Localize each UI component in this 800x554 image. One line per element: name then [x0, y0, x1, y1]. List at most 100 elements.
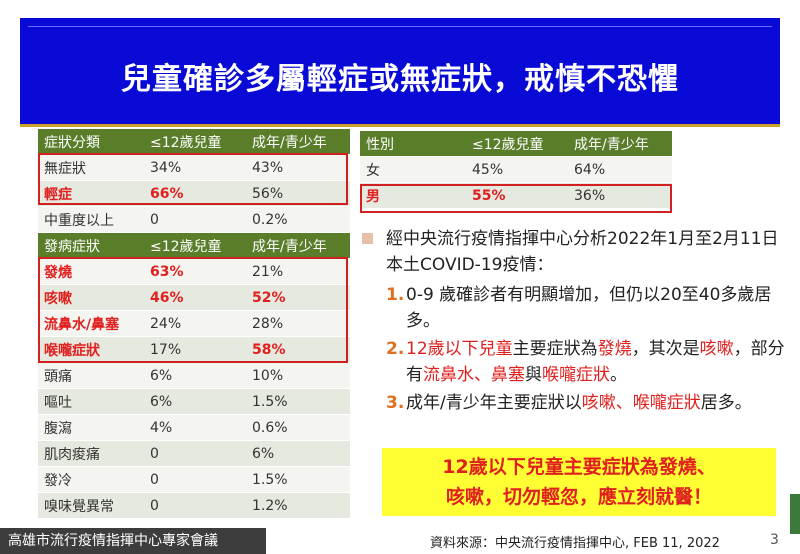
- table-cell: 0: [144, 466, 246, 493]
- table-row: 頭痛 6% 10%: [38, 362, 350, 389]
- text-run: 與: [525, 365, 542, 385]
- text-highlight: 流鼻水、鼻塞: [423, 365, 525, 385]
- table-cell: 無症狀: [38, 154, 144, 181]
- table-cell: 24%: [144, 310, 246, 337]
- title-divider: [20, 124, 780, 127]
- table-cell: 發冷: [38, 466, 144, 493]
- table-cell: 58%: [246, 336, 350, 363]
- table-row: 腹瀉 4% 0.6%: [38, 414, 350, 441]
- footer-org: 高雄市流行疫情指揮中心專家會議: [0, 528, 266, 554]
- table-row: 中重度以上 0 0.2%: [38, 206, 350, 233]
- table-row: 發冷 0 1.5%: [38, 466, 350, 493]
- text-highlight: 咳嗽: [699, 339, 734, 359]
- header-cell: ≤12歲兒童: [144, 232, 246, 259]
- table-row: 咳嗽 46% 52%: [38, 284, 350, 311]
- header-cell: 成年/青少年: [568, 131, 672, 157]
- header-cell: ≤12歲兒童: [144, 129, 246, 155]
- table-row: 嘔吐 6% 1.5%: [38, 388, 350, 415]
- callout-line: 12歲以下兒童主要症狀為發燒、: [442, 456, 716, 478]
- corner-decoration: [790, 494, 800, 534]
- table-row: 發燒 63% 21%: [38, 258, 350, 285]
- table-cell: 嘔吐: [38, 388, 144, 415]
- point-text: 12歲以下兒童主要症狀為發燒，其次是咳嗽，部分有流鼻水、鼻塞與喉嚨症狀。: [406, 336, 786, 388]
- table-cell: 6%: [246, 440, 350, 467]
- title-inner: 兒童確診多屬輕症或無症狀，戒慎不恐懼: [28, 26, 772, 125]
- table-cell: 66%: [144, 180, 246, 207]
- table-cell: 6%: [144, 362, 246, 389]
- table-row: 輕症 66% 56%: [38, 180, 350, 207]
- symptom-table-header: 症狀分類 ≤12歲兒童 成年/青少年: [38, 129, 350, 155]
- header-cell: 成年/青少年: [246, 232, 350, 259]
- table-cell: 0: [144, 206, 246, 233]
- gender-table: 性別 ≤12歲兒童 成年/青少年 女 45% 64% 男 55% 36%: [360, 131, 672, 209]
- table-row: 男 55% 36%: [360, 182, 672, 209]
- table-cell: 28%: [246, 310, 350, 337]
- square-bullet-icon: [362, 233, 373, 244]
- table-cell: 0.2%: [246, 206, 350, 233]
- table-cell: 喉嚨症狀: [38, 336, 144, 363]
- text-highlight: 咳嗽、喉嚨症狀: [581, 393, 701, 413]
- callout-line: 咳嗽，切勿輕忽，應立刻就醫！: [445, 486, 712, 508]
- header-cell: 性別: [360, 131, 466, 157]
- table-cell: 10%: [246, 362, 350, 389]
- table-cell: 64%: [568, 156, 672, 183]
- title-box: 兒童確診多屬輕症或無症狀，戒慎不恐懼: [20, 18, 780, 125]
- table-cell: 咳嗽: [38, 284, 144, 311]
- table-cell: 0.6%: [246, 414, 350, 441]
- header-cell: 症狀分類: [38, 129, 144, 155]
- analysis-intro: 經中央流行疫情指揮中心分析2022年1月至2月11日本土COVID-19疫情：: [386, 229, 779, 275]
- table-row: 嗅味覺異常 0 1.2%: [38, 492, 350, 519]
- table-row: 流鼻水/鼻塞 24% 28%: [38, 310, 350, 337]
- text-run: ，其次是: [631, 339, 700, 359]
- point-text: 0-9 歲確診者有明顯增加，但仍以20至40多歲居多。: [406, 285, 772, 331]
- table-cell: 中重度以上: [38, 206, 144, 233]
- table-row: 肌肉痠痛 0 6%: [38, 440, 350, 467]
- table-cell: 女: [360, 156, 466, 183]
- page-number: 3: [770, 532, 779, 548]
- text-run: 。: [610, 365, 627, 385]
- table-cell: 流鼻水/鼻塞: [38, 310, 144, 337]
- gender-table-header: 性別 ≤12歲兒童 成年/青少年: [360, 131, 672, 157]
- text-highlight: 發燒: [597, 339, 632, 359]
- table-cell: 55%: [466, 182, 568, 209]
- table-cell: 45%: [466, 156, 568, 183]
- table-cell: 4%: [144, 414, 246, 441]
- table-cell: 發燒: [38, 258, 144, 285]
- table-cell: 輕症: [38, 180, 144, 207]
- table-cell: 男: [360, 182, 466, 209]
- text-run: ，部分有: [406, 339, 785, 385]
- table-cell: 腹瀉: [38, 414, 144, 441]
- header-cell: 發病症狀: [38, 232, 144, 259]
- slide-title: 兒童確診多屬輕症或無症狀，戒慎不恐懼: [121, 62, 679, 97]
- header-cell: ≤12歲兒童: [466, 131, 568, 157]
- header-cell: 成年/青少年: [246, 129, 350, 155]
- table-cell: 0: [144, 492, 246, 519]
- table-cell: 6%: [144, 388, 246, 415]
- callout-box: 12歲以下兒童主要症狀為發燒、 咳嗽，切勿輕忽，應立刻就醫！: [382, 448, 776, 516]
- table-cell: 0: [144, 440, 246, 467]
- table-cell: 17%: [144, 336, 246, 363]
- table-row: 喉嚨症狀 17% 58%: [38, 336, 350, 363]
- text-run: 主要症狀為: [512, 339, 598, 359]
- point-number: 3.: [386, 393, 405, 413]
- text-run: 居多。: [700, 393, 752, 413]
- table-cell: 63%: [144, 258, 246, 285]
- point-number: 1.: [386, 285, 405, 305]
- text-highlight: 12歲以下兒童: [406, 339, 513, 359]
- table-cell: 56%: [246, 180, 350, 207]
- table-cell: 嗅味覺異常: [38, 492, 144, 519]
- title-bar: 兒童確診多屬輕症或無症狀，戒慎不恐懼: [0, 0, 800, 125]
- source-note: 資料來源：中央流行疫情指揮中心, FEB 11, 2022: [430, 536, 720, 551]
- text-highlight: 喉嚨症狀: [542, 365, 610, 385]
- table-cell: 21%: [246, 258, 350, 285]
- text-run: 成年/青少年主要症狀以: [406, 393, 582, 413]
- table-cell: 43%: [246, 154, 350, 181]
- table-cell: 52%: [246, 284, 350, 311]
- symptom-subheader: 發病症狀 ≤12歲兒童 成年/青少年: [38, 232, 350, 259]
- table-cell: 1.5%: [246, 388, 350, 415]
- table-cell: 頭痛: [38, 362, 144, 389]
- table-cell: 1.2%: [246, 492, 350, 519]
- point-number: 2.: [386, 339, 405, 359]
- table-row: 女 45% 64%: [360, 156, 672, 183]
